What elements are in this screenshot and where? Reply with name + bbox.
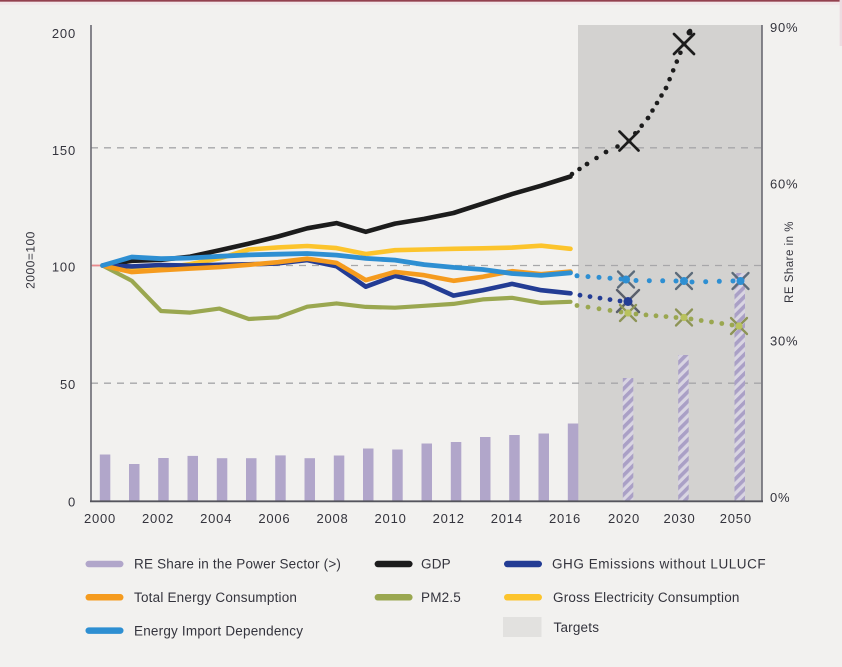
- svg-text:GHG Emissions without LULUCF: GHG Emissions without LULUCF: [552, 557, 766, 572]
- svg-text:30%: 30%: [770, 333, 798, 348]
- svg-text:2030: 2030: [663, 511, 695, 526]
- svg-text:2020: 2020: [608, 511, 640, 526]
- svg-text:2014: 2014: [491, 511, 523, 526]
- svg-text:2002: 2002: [142, 511, 174, 526]
- svg-text:Total Energy Consumption: Total Energy Consumption: [134, 590, 297, 605]
- svg-text:2004: 2004: [200, 511, 232, 526]
- svg-text:GDP: GDP: [421, 557, 451, 572]
- svg-text:0: 0: [68, 495, 76, 510]
- svg-text:Targets: Targets: [554, 620, 600, 635]
- svg-text:50: 50: [60, 377, 76, 392]
- svg-text:RE Share in %: RE Share in %: [784, 221, 796, 303]
- svg-text:90%: 90%: [770, 20, 798, 35]
- svg-text:2010: 2010: [375, 511, 407, 526]
- svg-text:RE Share in the Power Sector (: RE Share in the Power Sector (>): [134, 557, 341, 572]
- svg-text:60%: 60%: [770, 177, 798, 192]
- svg-text:2000=100: 2000=100: [24, 231, 38, 289]
- svg-text:100: 100: [52, 260, 76, 275]
- svg-text:2008: 2008: [316, 511, 348, 526]
- svg-text:200: 200: [52, 26, 76, 41]
- svg-text:2016: 2016: [549, 511, 581, 526]
- svg-text:2006: 2006: [258, 511, 290, 526]
- svg-text:0%: 0%: [770, 490, 790, 505]
- svg-text:PM2.5: PM2.5: [421, 590, 461, 605]
- svg-text:2000: 2000: [84, 511, 116, 526]
- svg-text:150: 150: [52, 143, 76, 158]
- svg-text:2050: 2050: [720, 511, 752, 526]
- svg-text:Gross Electricity Consumption: Gross Electricity Consumption: [553, 590, 740, 605]
- svg-text:Energy Import Dependency: Energy Import Dependency: [134, 623, 303, 638]
- svg-text:2012: 2012: [433, 511, 465, 526]
